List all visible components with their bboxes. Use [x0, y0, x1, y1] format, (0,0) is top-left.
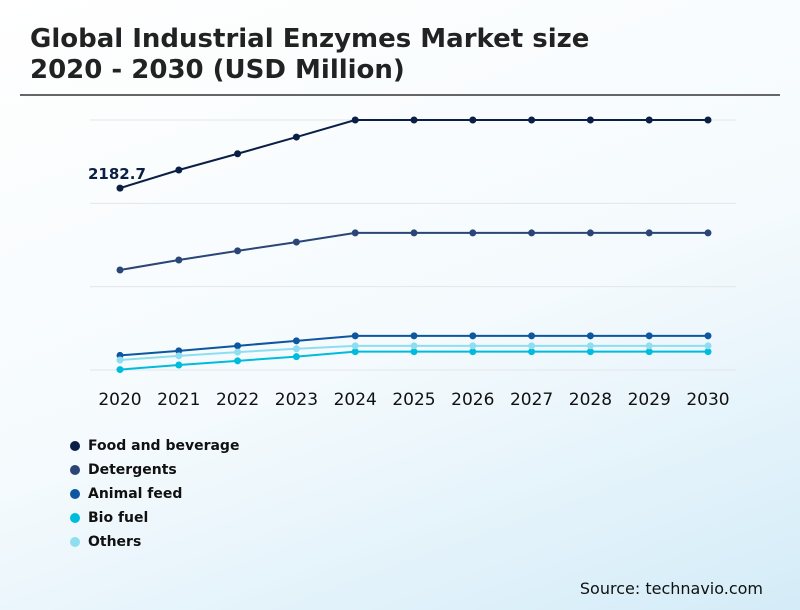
data-point [116, 184, 124, 192]
data-point [410, 348, 418, 356]
data-point [528, 332, 536, 340]
legend-label: Bio fuel [88, 510, 149, 526]
x-tick-label: 2021 [157, 390, 200, 410]
data-point [704, 348, 712, 356]
legend-label: Food and beverage [88, 438, 240, 454]
data-point [292, 353, 300, 361]
data-point [234, 357, 242, 365]
x-tick-label: 2026 [451, 390, 494, 410]
chart-title: Global Industrial Enzymes Market size 20… [30, 24, 589, 86]
data-point [469, 116, 477, 124]
data-point [175, 361, 183, 369]
line-chart: 2020 2021 2022 2023 2024 2025 2026 2027 2028 2029… [88, 116, 736, 410]
legend-dot-icon [70, 537, 80, 547]
legend-label: Others [88, 534, 142, 550]
data-point [528, 229, 536, 237]
data-point [234, 342, 242, 350]
data-point [351, 342, 359, 350]
data-point [116, 356, 124, 364]
x-tick-label: 2029 [628, 390, 671, 410]
data-point [469, 348, 477, 356]
data-point [645, 332, 653, 340]
title-line-1: Global Industrial Enzymes Market size [30, 24, 590, 54]
legend-item: Detergents [70, 458, 239, 482]
data-point [528, 116, 536, 124]
legend-label: Animal feed [88, 486, 183, 502]
legend-item: Animal feed [70, 482, 239, 506]
data-point [645, 229, 653, 237]
data-point [528, 348, 536, 356]
legend-dot-icon [70, 513, 80, 523]
data-point [234, 348, 242, 356]
data-point [351, 229, 359, 237]
title-line-2: 2020 - 2030 (USD Million) [30, 55, 405, 85]
source-text: Source: technavio.com [579, 579, 763, 598]
x-tick-label: 2028 [569, 390, 612, 410]
x-tick-label: 2020 [98, 390, 141, 410]
legend-label: Detergents [88, 462, 177, 478]
data-point [704, 229, 712, 237]
data-point [175, 256, 183, 264]
data-point [351, 116, 359, 124]
data-point [116, 266, 124, 274]
legend: Food and beverage Detergents Animal feed Bi… [70, 434, 239, 554]
data-point [351, 348, 359, 356]
series-line [119, 119, 708, 190]
data-label: 2182.7 [88, 165, 146, 183]
data-point [175, 166, 183, 174]
data-point [410, 229, 418, 237]
data-point [586, 348, 594, 356]
data-point [351, 332, 359, 340]
data-point [704, 116, 712, 124]
data-point [645, 116, 653, 124]
legend-item: Food and beverage [70, 434, 239, 458]
data-point [292, 345, 300, 353]
data-point [175, 352, 183, 360]
title-divider [20, 94, 780, 96]
x-tick-label: 2023 [275, 390, 318, 410]
data-point [292, 133, 300, 141]
data-point [586, 116, 594, 124]
data-point [704, 332, 712, 340]
x-tick-label: 2022 [216, 390, 259, 410]
data-point [234, 150, 242, 158]
data-point [292, 337, 300, 345]
data-point [410, 116, 418, 124]
data-point [469, 229, 477, 237]
data-point [586, 229, 594, 237]
x-tick-label: 2030 [686, 390, 729, 410]
data-point [586, 332, 594, 340]
data-point [410, 342, 418, 350]
data-point [528, 342, 536, 350]
x-tick-label: 2024 [334, 390, 377, 410]
data-point [645, 342, 653, 350]
data-point [704, 342, 712, 350]
x-tick-label: 2027 [510, 390, 553, 410]
legend-dot-icon [70, 465, 80, 475]
data-point [292, 238, 300, 246]
data-point [586, 342, 594, 350]
x-tick-label: 2025 [392, 390, 435, 410]
data-point [234, 247, 242, 255]
data-point [469, 342, 477, 350]
legend-item: Bio fuel [70, 506, 239, 530]
data-point [645, 348, 653, 356]
legend-item: Others [70, 530, 239, 554]
data-point [410, 332, 418, 340]
legend-dot-icon [70, 441, 80, 451]
data-point [175, 347, 183, 355]
series-line [119, 231, 708, 271]
legend-dot-icon [70, 489, 80, 499]
data-point [116, 366, 124, 374]
data-point [469, 332, 477, 340]
